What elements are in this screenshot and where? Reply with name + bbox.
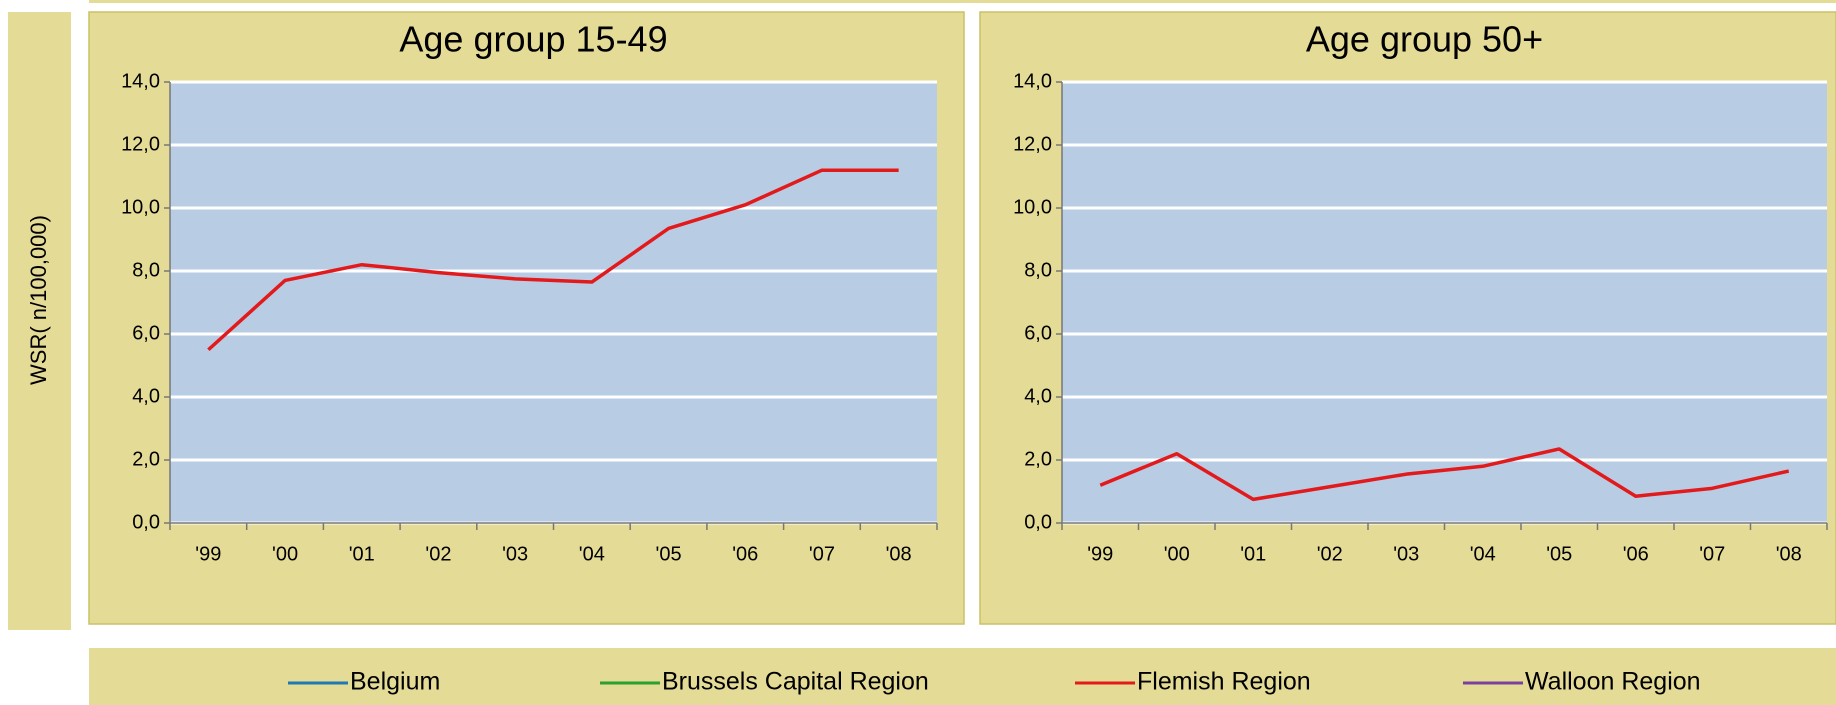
y-tick-label: 8,0 (132, 259, 160, 281)
top-strip (89, 0, 1836, 3)
x-tick-label: '02 (1317, 543, 1343, 565)
x-tick-label: '05 (656, 543, 682, 565)
x-tick-label: '05 (1546, 543, 1572, 565)
plot-area (170, 82, 937, 523)
legend-label: Walloon Region (1525, 668, 1701, 696)
x-tick-label: '03 (502, 543, 528, 565)
x-tick-label: '06 (732, 543, 758, 565)
legend-label: Belgium (350, 668, 440, 696)
y-tick-label: 4,0 (132, 385, 160, 407)
x-tick-label: '99 (195, 543, 221, 565)
y-tick-label: 0,0 (1024, 511, 1052, 533)
y-tick-label: 14,0 (121, 70, 160, 92)
x-tick-label: '07 (809, 543, 835, 565)
x-tick-label: '99 (1087, 543, 1113, 565)
y-tick-label: 12,0 (121, 133, 160, 155)
y-tick-label: 2,0 (1024, 448, 1052, 470)
data-line (1099, 447, 1790, 502)
y-label-panel (8, 12, 71, 630)
data-line (207, 168, 899, 352)
x-tick-label: '00 (1164, 543, 1190, 565)
x-tick-label: '03 (1393, 543, 1419, 565)
x-tick-label: '06 (1623, 543, 1649, 565)
x-tick-label: '08 (1776, 543, 1802, 565)
chart-title: Age group 50+ (1306, 19, 1543, 60)
y-tick-label: 10,0 (1013, 196, 1052, 218)
x-tick-label: '01 (349, 543, 375, 565)
x-tick-label: '04 (579, 543, 605, 565)
x-tick-label: '00 (272, 543, 298, 565)
y-tick-label: 12,0 (1013, 133, 1052, 155)
y-tick-label: 2,0 (132, 448, 160, 470)
x-tick-label: '01 (1240, 543, 1266, 565)
y-tick-label: 8,0 (1024, 259, 1052, 281)
y-axis-label: WSR( n/100,000) (26, 215, 51, 385)
y-tick-label: 6,0 (132, 322, 160, 344)
y-tick-label: 4,0 (1024, 385, 1052, 407)
legend-panel (89, 648, 1836, 705)
y-tick-label: 14,0 (1013, 70, 1052, 92)
y-tick-label: 10,0 (121, 196, 160, 218)
x-tick-label: '02 (425, 543, 451, 565)
x-tick-label: '04 (1470, 543, 1496, 565)
x-tick-label: '07 (1699, 543, 1725, 565)
plot-area (1062, 82, 1827, 523)
legend-label: Brussels Capital Region (662, 668, 929, 696)
y-tick-label: 0,0 (132, 511, 160, 533)
chart-title: Age group 15-49 (399, 19, 667, 60)
y-tick-label: 6,0 (1024, 322, 1052, 344)
legend-label: Flemish Region (1137, 668, 1311, 696)
x-tick-label: '08 (886, 543, 912, 565)
